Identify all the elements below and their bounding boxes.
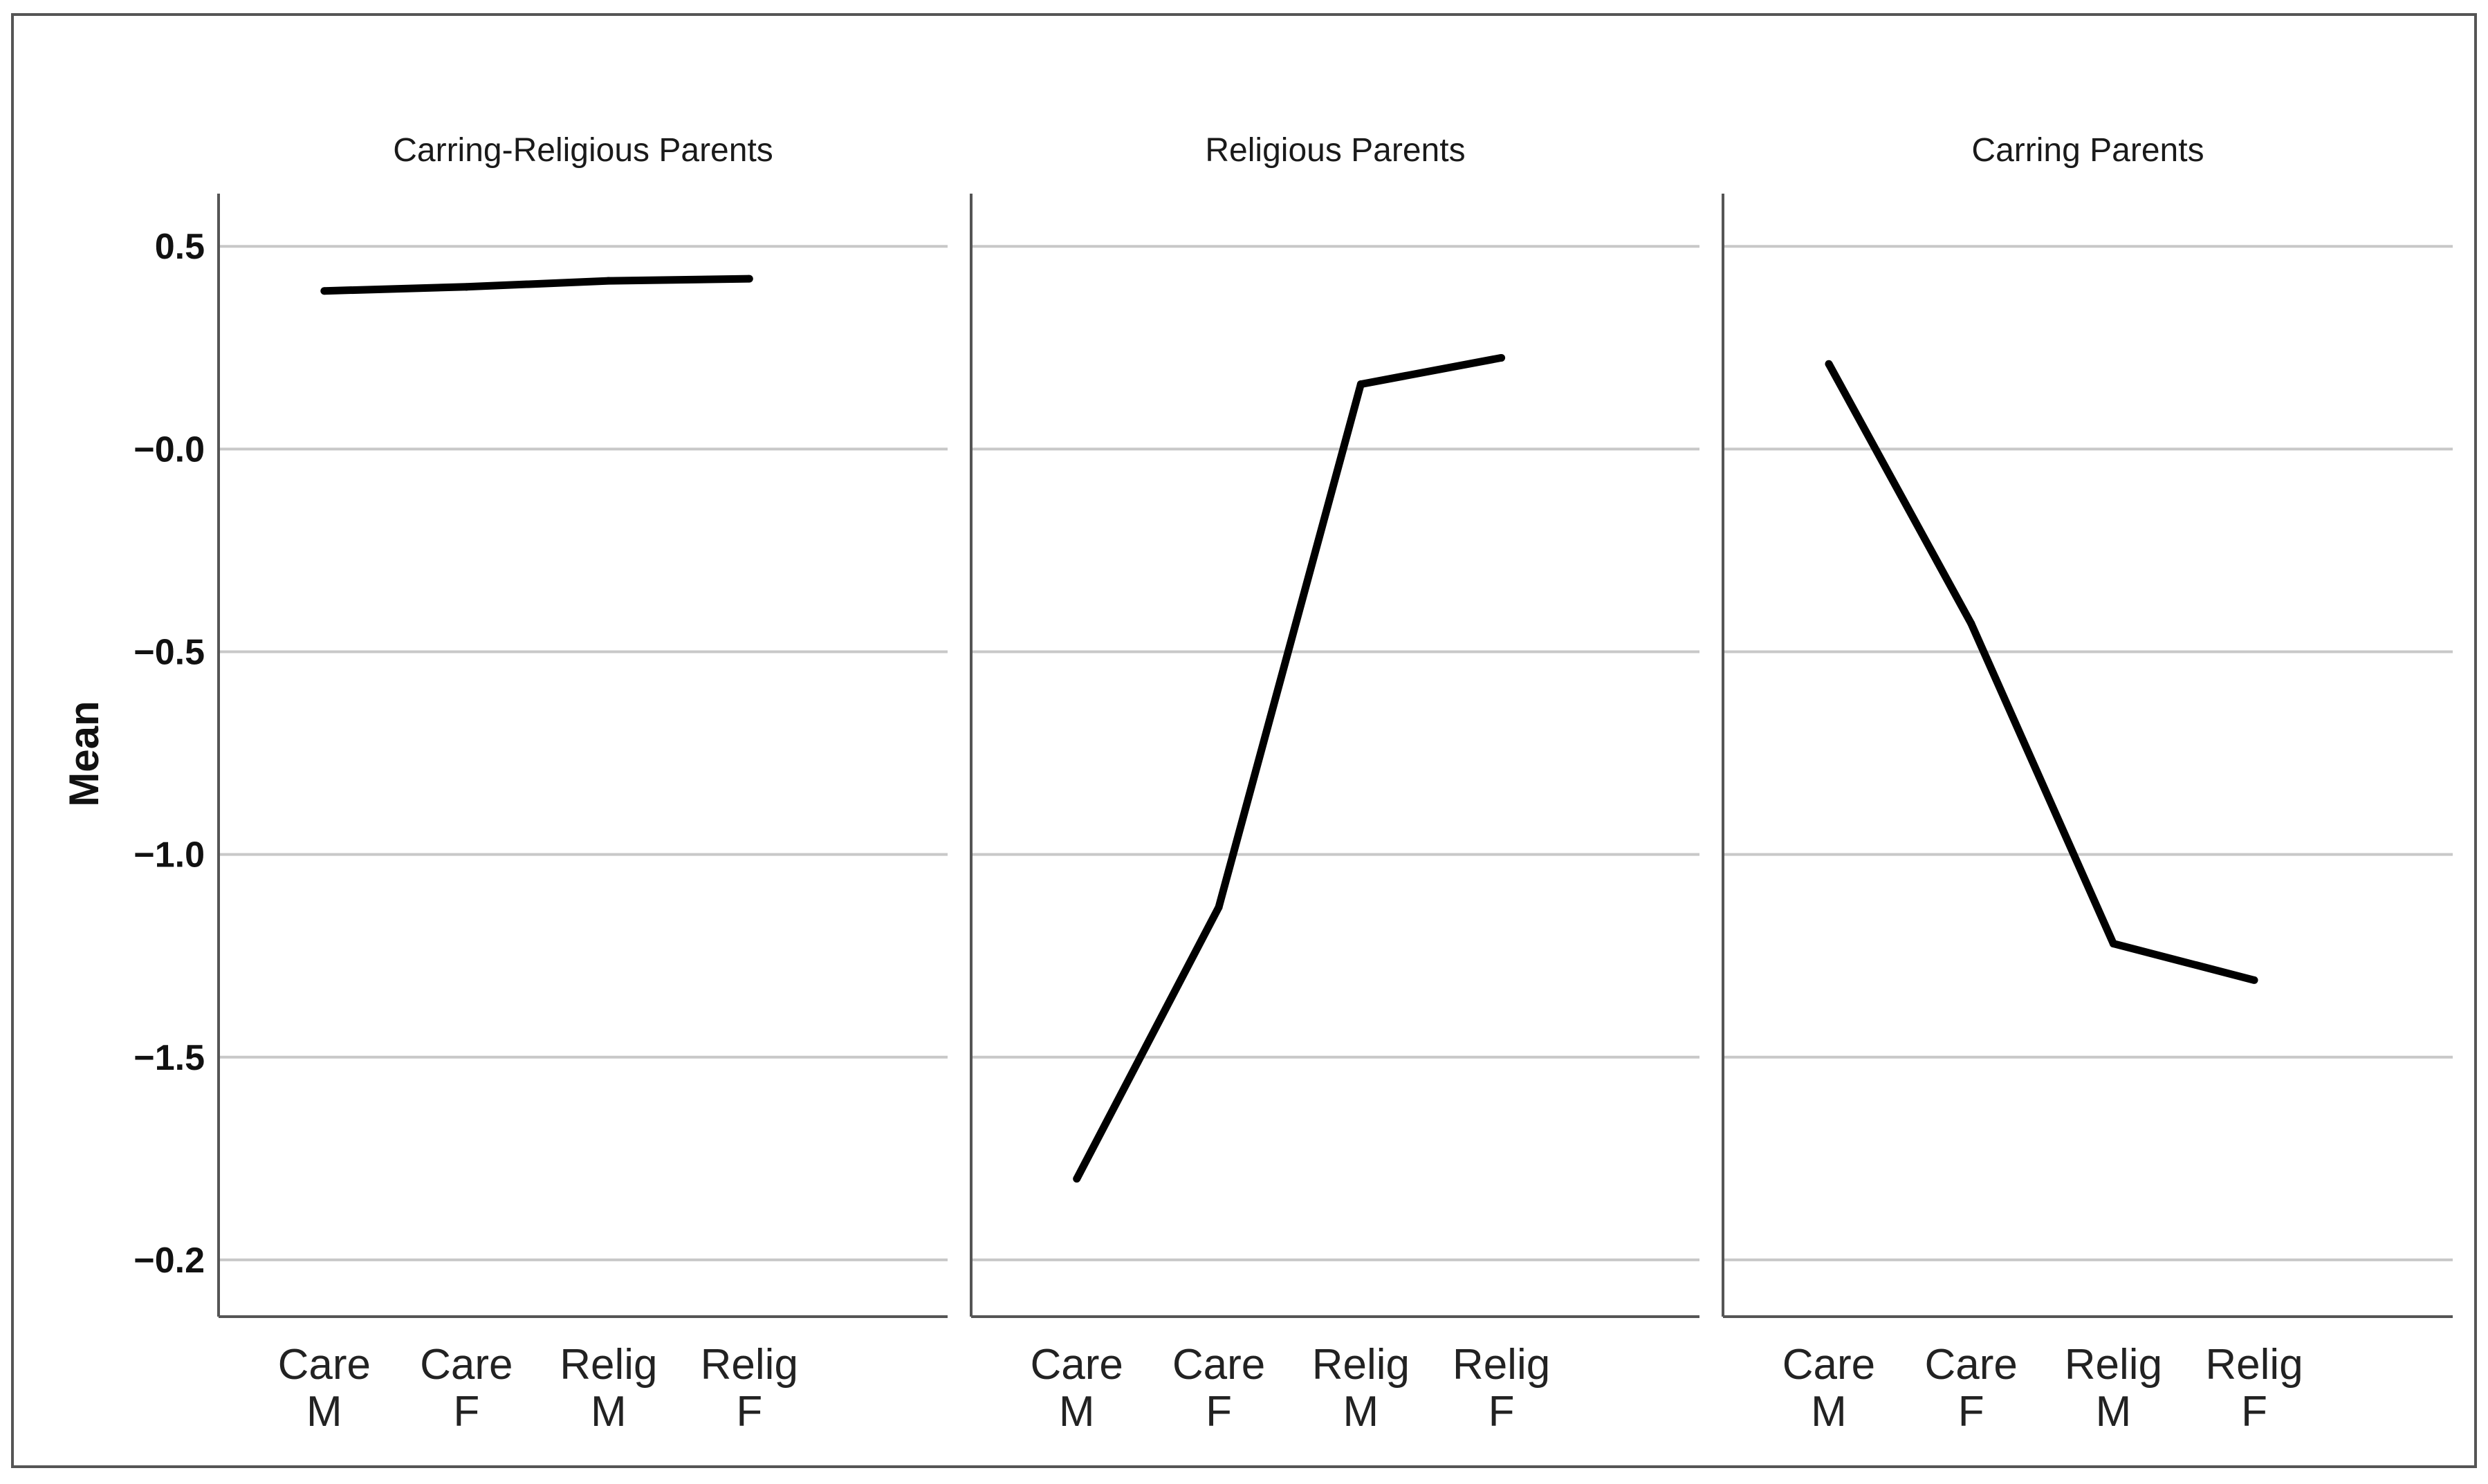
- x-tick-label: F: [1206, 1388, 1232, 1436]
- x-tick-label: Care: [278, 1341, 371, 1389]
- data-point: [1215, 903, 1223, 911]
- data-point: [1825, 360, 1833, 368]
- x-tick-label: M: [2096, 1388, 2132, 1436]
- panel-title: Carring Parents: [1971, 132, 2204, 169]
- chart-layer: 0.5 −0.0 −0.5 −1.0 −1.5 −0.2 Carring-Religious…: [133, 132, 2453, 1436]
- x-tick-label: F: [1489, 1388, 1515, 1436]
- y-tick-label: −1.5: [133, 1038, 205, 1078]
- y-axis-title: Mean: [61, 701, 107, 806]
- y-tick-label: −1.0: [133, 835, 205, 875]
- x-tick-label: Relig: [2205, 1341, 2303, 1389]
- x-tick-label: F: [453, 1388, 479, 1436]
- x-tick-label: Care: [1925, 1341, 2018, 1389]
- x-tick-label: Care: [1030, 1341, 1123, 1389]
- x-tick-label: Relig: [1312, 1341, 1410, 1389]
- data-point: [1073, 1175, 1081, 1183]
- x-tick-label: F: [1958, 1388, 1984, 1436]
- x-tick-label: Care: [420, 1341, 513, 1389]
- x-tick-label: M: [1059, 1388, 1095, 1436]
- data-point: [1967, 619, 1975, 627]
- x-tick-label: Relig: [560, 1341, 657, 1389]
- series-line: [1073, 353, 1502, 1181]
- x-tick-label: Care: [1782, 1341, 1875, 1389]
- x-tick-label: M: [591, 1388, 627, 1436]
- data-point: [462, 283, 470, 291]
- data-point: [2250, 976, 2258, 984]
- y-tick-label: 0.5: [155, 227, 205, 267]
- x-tick-label: Care: [1172, 1341, 1265, 1389]
- outer-border: [11, 13, 2477, 1468]
- y-tick-label: −0.0: [133, 429, 205, 470]
- x-tick-label: Relig: [701, 1341, 798, 1389]
- x-tick-label: M: [1343, 1388, 1379, 1436]
- panel-title: Carring-Religious Parents: [393, 132, 773, 169]
- data-point: [1498, 353, 1506, 362]
- x-tick-label: Relig: [2065, 1341, 2162, 1389]
- y-tick-label: −0.2: [133, 1241, 205, 1281]
- data-point: [2109, 940, 2117, 948]
- y-tick-label: −0.5: [133, 632, 205, 672]
- data-point: [605, 277, 613, 285]
- data-point: [745, 275, 753, 283]
- series-line: [1825, 362, 2256, 984]
- panel-title: Religious Parents: [1205, 132, 1465, 169]
- x-tick-label: M: [1811, 1388, 1847, 1436]
- x-tick-label: F: [736, 1388, 762, 1436]
- series-line: [324, 275, 750, 295]
- x-tick-label: M: [306, 1388, 342, 1436]
- data-point: [1356, 380, 1365, 389]
- data-point: [320, 287, 329, 295]
- x-tick-label: Relig: [1453, 1341, 1550, 1389]
- x-tick-label: F: [2241, 1388, 2267, 1436]
